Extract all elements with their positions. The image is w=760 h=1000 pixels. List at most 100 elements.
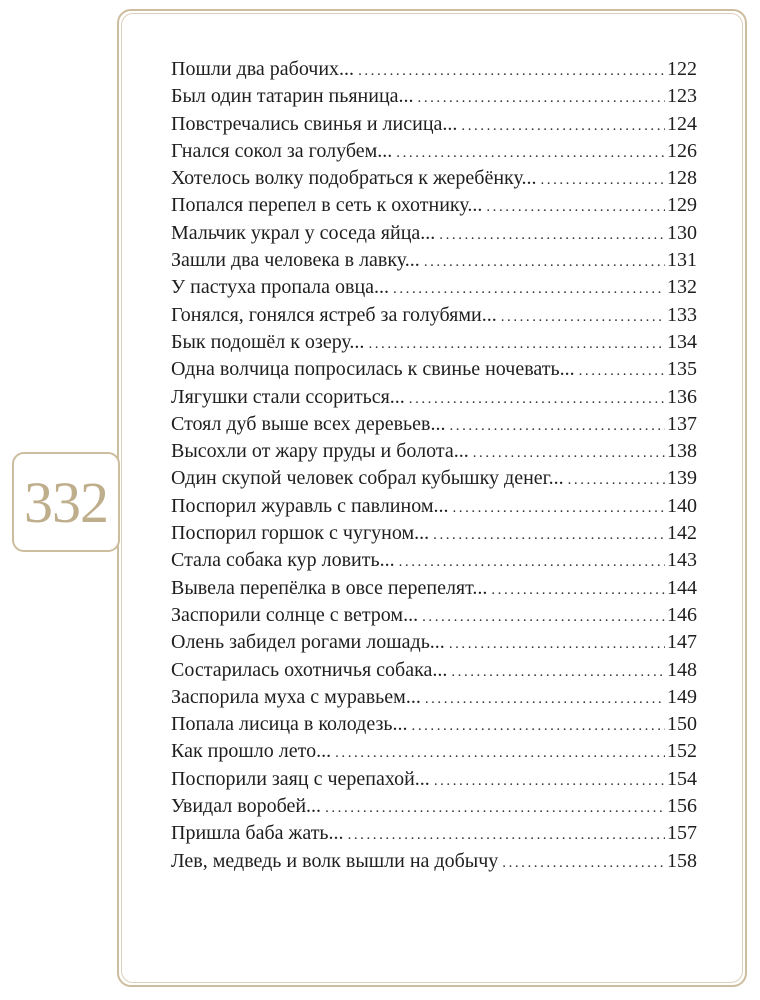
toc-entry-title: Гонялся, гонялся ястреб за голубями... (171, 303, 497, 326)
dot-leader (425, 691, 665, 708)
toc-entry[interactable]: Поспорил журавль с павлином... 140 (171, 495, 697, 522)
toc-entry-title: Заспорила муха с муравьем... (171, 685, 421, 708)
toc-entry[interactable]: Состарилась охотничья собака... 148 (171, 659, 697, 686)
toc-entry[interactable]: Одна волчица попросилась к свинье ночева… (171, 358, 697, 385)
toc-entry[interactable]: Гнался сокол за голубем... 126 (171, 140, 697, 167)
toc-entry[interactable]: Увидал воробей... 156 (171, 795, 697, 822)
toc-entry-page: 152 (667, 740, 697, 763)
toc-entry-title: Одна волчица попросилась к свинье ночева… (171, 358, 575, 381)
toc-entry-title: Как прошло лето... (171, 740, 332, 763)
toc-entry-title: Зашли два человека в лавку... (171, 249, 420, 272)
toc-entry[interactable]: Зашли два человека в лавку... 131 (171, 249, 697, 276)
toc-entry-title: Повстречались свинья и лисица... (171, 112, 458, 135)
toc-entry-page: 157 (667, 822, 697, 845)
toc-entry-page: 138 (667, 440, 697, 463)
toc-entry-page: 137 (667, 412, 697, 435)
toc-entry[interactable]: Олень забидел рогами лошадь... 147 (171, 631, 697, 658)
toc-entry[interactable]: Гонялся, гонялся ястреб за голубями... 13… (171, 304, 697, 331)
toc-entry-page: 136 (667, 385, 697, 408)
toc-entry[interactable]: Бык подошёл к озеру... 134 (171, 331, 697, 358)
toc-entry-title: Хотелось волку подобраться к жеребёнку..… (171, 167, 537, 190)
toc-entry[interactable]: Мальчик украл у соседа яйца... 130 (171, 222, 697, 249)
toc-entry-title: Стоял дуб выше всех деревьев... (171, 412, 446, 435)
toc-entry-page: 132 (667, 276, 697, 299)
toc-entry-page: 130 (667, 221, 697, 244)
toc-entry-page: 133 (667, 303, 697, 326)
dot-leader (486, 199, 665, 216)
toc-entry-title: Поспорили заяц с черепахой... (171, 767, 430, 790)
dot-leader (358, 63, 665, 80)
toc-entry[interactable]: Стала собака кур ловить... 143 (171, 549, 697, 576)
toc-entry-page: 149 (667, 685, 697, 708)
toc-entry-page: 126 (667, 139, 697, 162)
toc-entry-title: Высохли от жару пруды и болота... (171, 440, 469, 463)
dot-leader (502, 855, 665, 872)
toc-entry[interactable]: Заспорили солнце с ветром... 146 (171, 604, 697, 631)
toc-entry-page: 144 (667, 576, 697, 599)
dot-leader (501, 309, 665, 326)
dot-leader (568, 472, 665, 489)
toc-entry[interactable]: Поспорили заяц с черепахой... 154 (171, 768, 697, 795)
dot-leader (473, 445, 665, 462)
toc-entry-title: Поспорил журавль с павлином... (171, 494, 449, 517)
toc-entry[interactable]: Пришла баба жать... 157 (171, 822, 697, 849)
toc-entry-title: Лягушки стали ссориться... (171, 385, 405, 408)
toc-entry-page: 154 (667, 767, 697, 790)
toc-entry[interactable]: У пастуха пропала овца... 132 (171, 276, 697, 303)
toc-entry[interactable]: Был один татарин пьяница... 123 (171, 85, 697, 112)
toc-entry-title: Попался перепел в сеть к охотнику... (171, 194, 483, 217)
dot-leader (422, 609, 665, 626)
toc-entry-title: Заспорили солнце с ветром... (171, 603, 419, 626)
page-number-tab: 332 (12, 452, 120, 552)
dot-leader (439, 227, 665, 244)
dot-leader (540, 172, 665, 189)
dot-leader (396, 145, 665, 162)
dot-leader (491, 582, 665, 599)
toc-entry-title: Попала лисица в колодезь... (171, 713, 408, 736)
toc-entry[interactable]: Попала лисица в колодезь... 150 (171, 713, 697, 740)
dot-leader (452, 500, 665, 517)
toc-entry[interactable]: Стоял дуб выше всех деревьев... 137 (171, 413, 697, 440)
toc-entry-title: Мальчик украл у соседа яйца... (171, 221, 436, 244)
toc-entry[interactable]: Один скупой человек собрал кубышку денег… (171, 467, 697, 494)
toc-entry-page: 128 (667, 167, 697, 190)
toc-entry[interactable]: Заспорила муха с муравьем... 149 (171, 686, 697, 713)
toc-entry[interactable]: Хотелось волку подобраться к жеребёнку..… (171, 167, 697, 194)
toc-entry-page: 134 (667, 330, 697, 353)
table-of-contents: Пошли два рабочих... 122 Был один татарин … (171, 58, 697, 877)
toc-entry[interactable]: Поспорил горшок с чугуном... 142 (171, 522, 697, 549)
toc-entry-page: 148 (667, 658, 697, 681)
toc-entry-title: Пришла баба жать... (171, 822, 344, 845)
dot-leader (409, 391, 665, 408)
toc-entry-title: Пошли два рабочих... (171, 58, 355, 80)
toc-entry[interactable]: Пошли два рабочих... 122 (171, 58, 697, 85)
dot-leader (433, 527, 665, 544)
toc-entry[interactable]: Высохли от жару пруды и болота... 138 (171, 440, 697, 467)
page-number: 332 (24, 469, 109, 535)
toc-entry[interactable]: Вывела перепёлка в овсе перепелят... 144 (171, 577, 697, 604)
dot-leader (335, 745, 665, 762)
toc-entry-title: Один скупой человек собрал кубышку денег… (171, 467, 564, 490)
toc-entry-title: Лев, медведь и волк вышли на добычу (171, 849, 499, 872)
toc-entry[interactable]: Попался перепел в сеть к охотнику... 129 (171, 194, 697, 221)
toc-entry-title: Гнался сокол за голубем... (171, 139, 393, 162)
toc-entry-page: 131 (667, 249, 697, 272)
toc-entry-title: Увидал воробей... (171, 795, 322, 818)
dot-leader (579, 363, 665, 380)
toc-entry-page: 143 (667, 549, 697, 572)
toc-entry-page: 129 (667, 194, 697, 217)
toc-entry[interactable]: Как прошло лето... 152 (171, 740, 697, 767)
dot-leader (325, 800, 665, 817)
toc-entry-page: 135 (667, 358, 697, 381)
toc-entry-page: 122 (667, 58, 697, 80)
toc-entry-title: Вывела перепёлка в овсе перепелят... (171, 576, 488, 599)
dot-leader (418, 90, 665, 107)
toc-entry[interactable]: Лев, медведь и волк вышли на добычу 158 (171, 850, 697, 877)
dot-leader (434, 773, 665, 790)
dot-leader (399, 554, 665, 571)
dot-leader (348, 827, 665, 844)
toc-entry[interactable]: Повстречались свинья и лисица... 124 (171, 113, 697, 140)
toc-entry[interactable]: Лягушки стали ссориться... 136 (171, 386, 697, 413)
toc-entry-page: 124 (667, 112, 697, 135)
dot-leader (368, 336, 665, 353)
